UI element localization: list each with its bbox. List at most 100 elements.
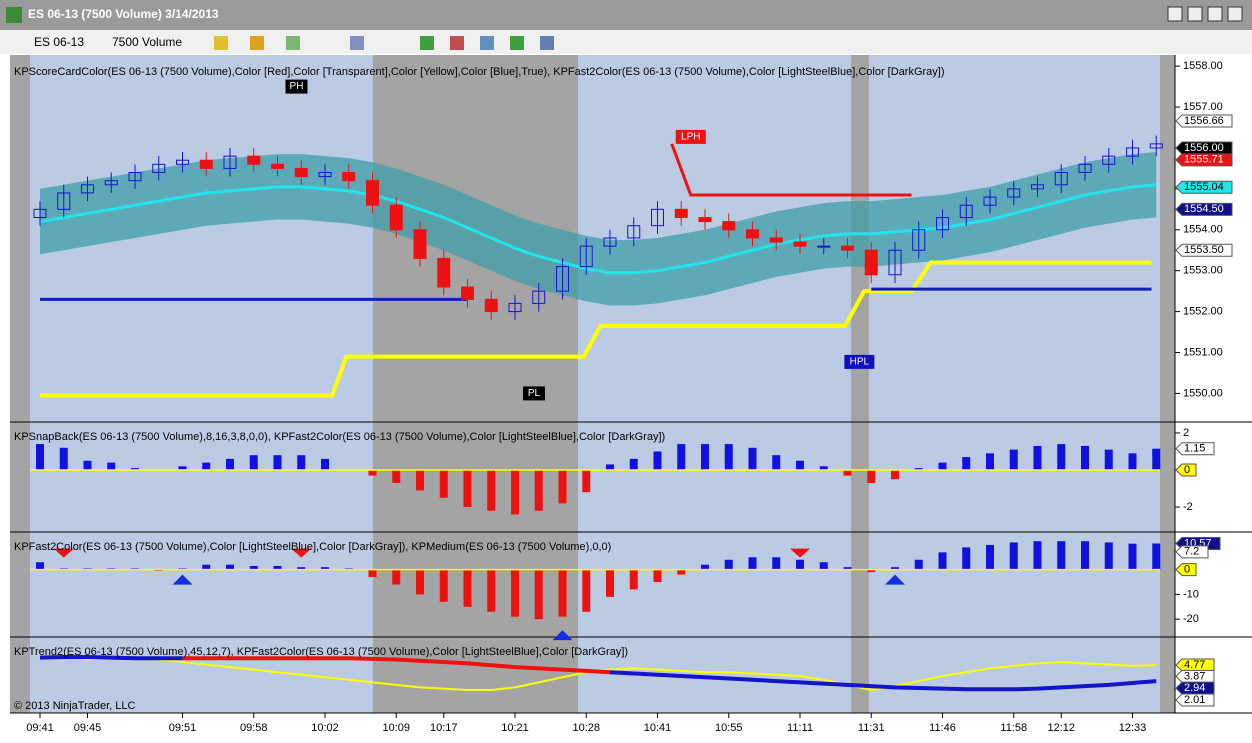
midline [39,183,1157,275]
button-minimize[interactable] [1187,6,1203,22]
histogram-bar [606,569,614,597]
app-icon [6,7,22,23]
x-tick-label: 10:21 [501,722,529,734]
price-marker-label: 2.94 [1184,682,1205,694]
price-marker [1175,545,1209,559]
histogram-bar [772,557,781,570]
histogram-bar [891,567,899,570]
histogram-bar [819,466,828,470]
candle-body [888,249,902,276]
histogram-bar [582,470,591,493]
y-tick-label: 1552.00 [1183,305,1223,317]
instrument-dropdown[interactable]: ES 06-13 [34,35,84,49]
tool-icon[interactable] [480,36,494,50]
x-tick-label: 10:09 [382,722,410,734]
candle-body [247,155,261,165]
histogram-bar [914,468,923,470]
histogram-bar [107,462,116,470]
button-close[interactable] [1227,6,1243,22]
price-marker [1175,658,1215,672]
tool-icon[interactable] [250,36,264,50]
histogram-bar [1009,542,1018,570]
y-tick-label: -2 [1183,501,1193,513]
price-marker [1175,563,1197,577]
histogram-bar [487,569,496,612]
histogram-bar [986,453,994,470]
histogram-bar [938,552,947,570]
histogram-bar [891,470,899,480]
candle-body [199,159,213,169]
price-marker [1175,681,1215,695]
candle-body [912,229,926,251]
candle-body [437,257,451,288]
tool-icon[interactable] [286,36,300,50]
histogram-bar [368,470,377,476]
candle-body [627,225,641,239]
buy-signal [885,574,905,585]
candle-body [1078,163,1092,173]
histogram-bar [724,444,733,470]
candle-body [1126,147,1139,157]
histogram-bar [677,444,686,470]
panel-title: KPFast2Color(ES 06-13 (7500 Volume),Colo… [14,541,611,553]
session-shade [851,55,869,713]
histogram-bar [273,455,282,470]
histogram-bar [701,564,709,570]
price-marker-label: 7.2 [1184,546,1199,558]
histogram-bar [511,569,519,617]
candle-body [33,208,47,218]
histogram-bar [1104,449,1113,470]
indicator-line [39,654,1157,692]
price-marker-label: 1556.66 [1184,115,1224,127]
candle-body [1102,155,1116,165]
panel-title: KPScoreCardColor(ES 06-13 (7500 Volume),… [14,66,945,78]
histogram-bar [867,569,876,573]
candle-body [318,172,332,178]
histogram-bar [748,447,757,470]
histogram-bar [558,569,567,617]
title-bar [0,0,1252,30]
level-line [670,143,912,197]
histogram-bar [1057,541,1066,570]
histogram-bar [1128,543,1137,570]
tool-icon[interactable] [510,36,524,50]
histogram-bar [582,569,591,612]
tool-icon[interactable] [420,36,434,50]
buy-signal [172,574,193,585]
histogram-bar [938,462,947,470]
interval-dropdown[interactable]: 7500 Volume [112,35,182,49]
candle-body [484,298,498,313]
annotation-label: PL [528,388,541,399]
tool-icon[interactable] [540,36,554,50]
histogram-bar [606,464,614,470]
candle-body [746,229,759,239]
candle-body [983,196,997,206]
price-marker-label: 1556.00 [1184,142,1224,154]
toolbar-icons [214,36,554,50]
indicator-line [182,656,611,675]
histogram-bar [36,444,44,470]
price-marker-label: 1555.71 [1184,154,1224,166]
price-marker [1175,693,1215,707]
tool-icon[interactable] [214,36,228,50]
price-marker-label: 0 [1184,564,1190,576]
x-tick-label: 09:45 [74,722,102,734]
histogram-bar [653,451,662,470]
button-maximize[interactable] [1207,6,1223,22]
candle-body [128,172,142,182]
histogram-bar [511,470,519,515]
copyright: © 2013 NinjaTrader, LLC [14,700,135,712]
histogram-bar [819,562,828,570]
tool-icon[interactable] [450,36,464,50]
tool-icon[interactable] [350,36,364,50]
histogram-bar [1081,541,1089,570]
candle-body [769,237,783,243]
histogram-bar [59,447,68,470]
candle-body [698,217,712,223]
button-l[interactable] [1167,6,1183,22]
price-marker [1175,180,1233,194]
candle-body [1054,172,1068,186]
panel-title: KPTrend2(ES 06-13 (7500 Volume),45,12,7)… [14,646,628,658]
candle-body [1031,184,1044,190]
